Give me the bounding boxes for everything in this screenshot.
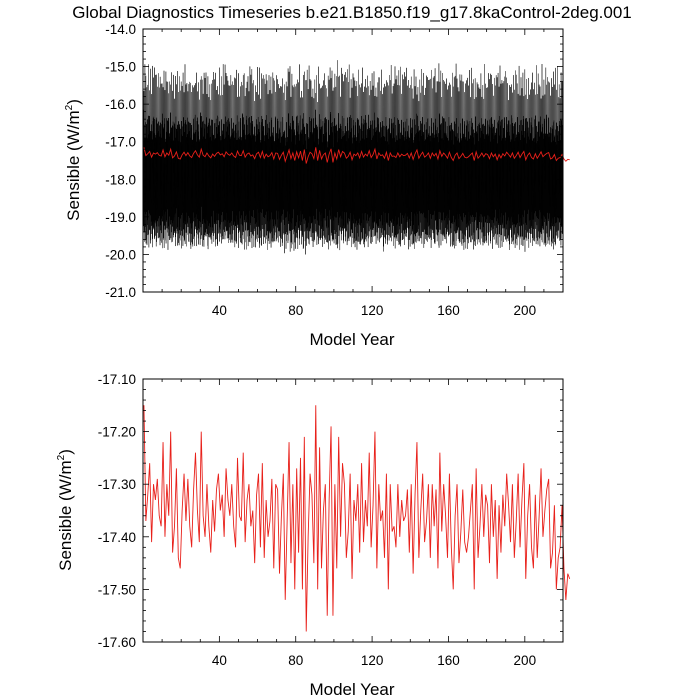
y-tick-label: -17.0 bbox=[105, 135, 136, 150]
x-tick-label: 160 bbox=[437, 653, 460, 668]
y-tick-label: -17.30 bbox=[98, 477, 136, 492]
x-tick-label: 80 bbox=[288, 653, 303, 668]
y-tick-label: -16.0 bbox=[105, 97, 136, 112]
top-y-tick-labels: -14.0 -15.0 -16.0 -17.0 -18.0 -19.0 -20.0 -21.0 bbox=[105, 22, 136, 300]
chart-title: Global Diagnostics Timeseries b.e21.B185… bbox=[72, 3, 631, 22]
x-tick-label: 200 bbox=[514, 303, 537, 318]
annual-mean-line-bottom bbox=[143, 405, 571, 632]
y-tick-label: -20.0 bbox=[105, 247, 136, 262]
bottom-y-axis-label: Sensible (W/m2) bbox=[56, 449, 75, 571]
y-tick-label: -14.0 bbox=[105, 22, 136, 37]
monthly-series-lines bbox=[142, 60, 564, 255]
y-tick-label: -17.10 bbox=[98, 372, 136, 387]
x-tick-label: 120 bbox=[361, 653, 384, 668]
x-tick-label: 80 bbox=[288, 303, 303, 318]
monthly-series-line bbox=[142, 60, 564, 255]
y-tick-label: -21.0 bbox=[105, 285, 136, 300]
bottom-y-axis-label-close: ) bbox=[56, 449, 75, 455]
top-y-axis-label: Sensible (W/m2) bbox=[64, 99, 83, 221]
top-y-axis-label-sup: 2 bbox=[64, 104, 75, 110]
top-x-axis-label: Model Year bbox=[309, 330, 394, 349]
top-panel: -14.0 -15.0 -16.0 -17.0 -18.0 -19.0 -20.0 -21.0… bbox=[64, 22, 570, 349]
bottom-y-axis-label-sup: 2 bbox=[56, 454, 67, 460]
top-y-axis-label-close: ) bbox=[64, 99, 83, 105]
annual-mean-line-top bbox=[143, 147, 570, 164]
y-tick-label: -17.60 bbox=[98, 635, 136, 650]
y-tick-label: -19.0 bbox=[105, 210, 136, 225]
top-plot-frame bbox=[142, 28, 564, 293]
top-y-axis-label-main: Sensible (W/m bbox=[64, 110, 83, 221]
x-tick-label: 40 bbox=[212, 303, 227, 318]
top-x-tick-labels: 40 80 120 160 200 bbox=[212, 303, 536, 318]
bottom-panel: -17.10 -17.20 -17.30 -17.40 -17.50 -17.60 40 8… bbox=[56, 372, 571, 699]
y-tick-label: -17.20 bbox=[98, 425, 136, 440]
bottom-x-axis-label: Model Year bbox=[309, 680, 394, 699]
bottom-y-axis-label-main: Sensible (W/m bbox=[56, 460, 75, 571]
y-tick-label: -15.0 bbox=[105, 60, 136, 75]
x-tick-label: 40 bbox=[212, 653, 227, 668]
x-tick-label: 120 bbox=[361, 303, 384, 318]
x-tick-label: 200 bbox=[514, 653, 537, 668]
y-tick-label: -18.0 bbox=[105, 172, 136, 187]
bottom-y-tick-labels: -17.10 -17.20 -17.30 -17.40 -17.50 -17.60 bbox=[98, 372, 136, 650]
x-tick-label: 160 bbox=[437, 303, 460, 318]
bottom-plot-frame bbox=[142, 378, 564, 643]
bottom-x-tick-labels: 40 80 120 160 200 bbox=[212, 653, 536, 668]
y-tick-label: -17.50 bbox=[98, 582, 136, 597]
y-tick-label: -17.40 bbox=[98, 530, 136, 545]
